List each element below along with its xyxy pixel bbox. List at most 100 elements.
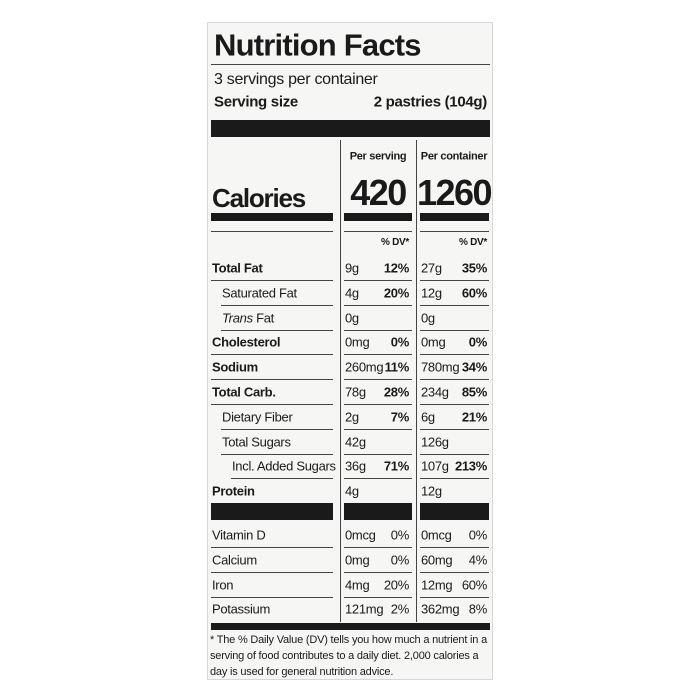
nutrient-name: Total Sugars [222, 435, 291, 448]
row-rule [344, 354, 412, 356]
thick-bar [420, 503, 489, 520]
daily-value: 60% [461, 577, 487, 593]
row-rule [420, 428, 489, 430]
row-rule [344, 379, 412, 381]
daily-value: 7% [390, 409, 410, 425]
amount: 12g [421, 483, 442, 499]
daily-value: 8% [468, 601, 488, 617]
amount: 0mcg [421, 527, 452, 543]
nutrient-name: Calcium [212, 553, 257, 566]
name-text: Iron [212, 577, 234, 593]
daily-value: 0% [468, 527, 488, 543]
daily-value: 28% [383, 384, 409, 400]
row-rule [344, 404, 412, 405]
footnote: * The % Daily Value (DV) tells you how m… [210, 634, 487, 678]
daily-value: 85% [461, 384, 487, 400]
daily-value: 12% [383, 260, 409, 276]
column-header: Per serving [349, 150, 407, 163]
row-rule [211, 547, 333, 548]
daily-value: 21% [461, 409, 487, 425]
name-text: Total Carb. [212, 384, 276, 400]
row-rule [420, 379, 489, 381]
amount: 60mg [421, 552, 453, 568]
amount: 42g [345, 434, 366, 450]
row-rule [420, 329, 489, 331]
dv-header: % DV* [459, 237, 487, 248]
row-rule [211, 354, 333, 356]
name-text: Fat [252, 310, 274, 326]
daily-value: 35% [461, 260, 487, 276]
amount: 9g [345, 260, 359, 276]
amount: 4g [345, 285, 359, 301]
thick-bar [344, 503, 412, 520]
name-text: Total Fat [212, 260, 263, 276]
name-text: Incl. Added Sugars [232, 458, 336, 474]
nutrient-name: Trans Fat [222, 311, 274, 324]
nutrient-name: Sodium [212, 361, 258, 374]
amount: 121mg [345, 601, 384, 617]
amount: 107g [421, 458, 449, 474]
dv-header: % DV* [381, 237, 409, 248]
row-rule [211, 404, 333, 405]
daily-value: 0% [390, 552, 410, 568]
daily-value: 34% [461, 359, 487, 375]
amount: 12g [421, 285, 442, 301]
amount: 260mg [345, 359, 384, 375]
name-text: Protein [212, 483, 255, 499]
nutrient-name: Total Carb. [212, 386, 276, 399]
amount: 0g [421, 310, 435, 326]
column-divider [416, 140, 417, 622]
daily-value: 2% [390, 601, 410, 617]
row-rule [420, 404, 489, 405]
row-rule [420, 453, 489, 455]
rule [211, 64, 490, 65]
serving-size: 2 pastries (104g) [373, 93, 488, 111]
row-rule [221, 453, 333, 455]
nutrient-name: Total Fat [212, 262, 263, 275]
amount: 27g [421, 260, 442, 276]
row-rule [221, 329, 333, 331]
row-rule [344, 280, 412, 281]
row-rule [420, 231, 489, 232]
nutrient-name: Dietary Fiber [222, 410, 293, 423]
name-text: Vitamin D [212, 527, 266, 543]
amount: 780mg [421, 359, 460, 375]
row-rule [344, 547, 412, 548]
name-text: Sodium [212, 359, 258, 375]
nutrient-name: Saturated Fat [222, 286, 297, 299]
row-rule [420, 478, 489, 480]
name-text: Calcium [212, 552, 257, 568]
nutrient-name: Cholesterol [212, 334, 281, 350]
row-rule [344, 596, 412, 598]
row-rule [420, 571, 489, 573]
amount: 126g [421, 434, 449, 450]
daily-value: 11% [384, 359, 410, 375]
amount: 2g [345, 409, 359, 425]
row-rule [211, 379, 333, 381]
daily-value: 60% [461, 285, 487, 301]
daily-value: 4% [468, 552, 488, 568]
row-rule [211, 231, 333, 232]
row-rule [344, 571, 412, 573]
nutrient-name: Iron [212, 577, 234, 593]
row-rule [420, 547, 489, 548]
amount: 0mcg [345, 527, 376, 543]
serving-size-label: Serving size [214, 93, 298, 111]
amount: 0mg [345, 334, 370, 350]
name-text: Saturated Fat [222, 285, 297, 301]
name-text: Cholesterol [212, 334, 281, 350]
thick-bar [211, 503, 333, 520]
column-divider [340, 140, 341, 622]
column-header: Per container [420, 150, 488, 163]
amount: 4mg [345, 577, 370, 593]
amount: 36g [345, 458, 366, 474]
row-rule [344, 428, 412, 430]
daily-value: 0% [390, 527, 410, 543]
daily-value: 71% [383, 458, 409, 474]
row-rule [211, 571, 333, 573]
amount: 78g [345, 384, 366, 400]
name-text: Total Sugars [222, 434, 291, 450]
daily-value: 0% [390, 334, 410, 350]
amount: 234g [421, 384, 449, 400]
